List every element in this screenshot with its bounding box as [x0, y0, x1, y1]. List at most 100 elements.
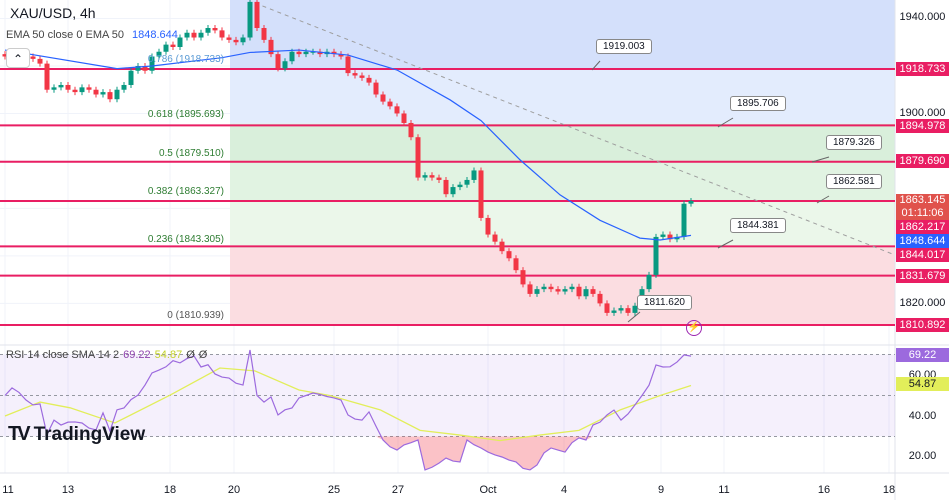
- ema-label: EMA 50 close 0 EMA 50: [6, 29, 125, 41]
- fib-zone: [230, 162, 895, 201]
- candle: [100, 92, 106, 95]
- ema-line: [4, 49, 692, 241]
- candle: [625, 308, 631, 313]
- candle: [177, 37, 183, 48]
- candle: [156, 51, 162, 57]
- rsi-extra-value: Ø: [186, 349, 195, 361]
- candle: [296, 51, 302, 55]
- candle: [226, 37, 232, 40]
- ema-indicator-legend[interactable]: EMA 50 close 0 EMA 50 1848.644: [6, 29, 178, 41]
- price-axis-label: 1894.978: [896, 119, 949, 133]
- price-axis-label: 1918.733: [896, 62, 949, 76]
- rsi-value: 69.22: [123, 349, 151, 361]
- fib-zone: [230, 123, 895, 163]
- time-axis-label: 16: [817, 484, 831, 496]
- candle: [121, 84, 127, 90]
- price-axis-label: 1831.679: [896, 269, 949, 283]
- fib-label-0382: 0.382 (1863.327): [147, 186, 224, 197]
- candle: [345, 56, 351, 74]
- candle: [569, 286, 575, 290]
- time-axis-label: 9: [657, 484, 665, 496]
- rsi-sma-axis-label: 54.87: [896, 377, 949, 391]
- price-callout[interactable]: 1895.706: [730, 96, 786, 111]
- price-axis-label: 1810.892: [896, 318, 949, 332]
- candle: [268, 39, 274, 55]
- time-axis-label: 25: [327, 484, 341, 496]
- candle: [667, 234, 673, 240]
- candle: [128, 70, 134, 85]
- candle: [79, 87, 85, 93]
- candle: [114, 89, 120, 100]
- price-callout[interactable]: 1811.620: [637, 295, 692, 310]
- candle: [590, 289, 596, 294]
- candle: [310, 51, 316, 53]
- candle: [135, 65, 141, 71]
- price-callout[interactable]: 1844.381: [730, 218, 786, 233]
- candle: [72, 89, 78, 93]
- price-callout[interactable]: 1919.003: [596, 39, 652, 54]
- fib-zone: [230, 69, 895, 124]
- time-axis-label: 18: [163, 484, 177, 496]
- candle: [429, 175, 435, 178]
- candle: [261, 28, 267, 40]
- chevron-up-icon[interactable]: ⌃: [6, 48, 30, 68]
- rsi-axis-label: 20.00: [908, 450, 937, 462]
- candle: [184, 32, 190, 38]
- time-axis-label: 4: [560, 484, 568, 496]
- price-callout[interactable]: 1862.581: [826, 174, 882, 189]
- price-axis-label: 1862.217: [896, 220, 949, 234]
- current-price: 1863.145: [899, 194, 946, 206]
- candle: [422, 175, 428, 178]
- callout-leader: [811, 156, 830, 163]
- candle: [464, 179, 470, 185]
- time-axis-label: 13: [61, 484, 75, 496]
- logo-text: TradingView: [33, 423, 146, 445]
- current-price-label: 1863.145 01:11:06: [896, 194, 949, 220]
- time-axis-label: 27: [391, 484, 405, 496]
- callout-leader: [591, 60, 601, 71]
- candle: [576, 286, 582, 297]
- candle: [359, 75, 365, 78]
- candle: [492, 234, 498, 242]
- candle: [240, 37, 246, 43]
- candle: [394, 106, 400, 114]
- candle: [170, 44, 176, 48]
- candle: [513, 258, 519, 271]
- fib-label-0618: 0.618 (1895.693): [147, 109, 224, 120]
- price-callout[interactable]: 1879.326: [826, 135, 882, 150]
- rsi-indicator-legend[interactable]: RSI 14 close SMA 14 2 69.22 54.87 Ø Ø: [6, 349, 207, 361]
- candle: [611, 310, 617, 313]
- candle: [632, 305, 638, 313]
- candle: [653, 236, 659, 275]
- candle: [303, 51, 309, 55]
- candle: [366, 77, 372, 83]
- candle: [289, 51, 295, 62]
- fib-zone: [230, 248, 895, 325]
- candle: [660, 234, 666, 237]
- candle: [555, 289, 561, 292]
- candle: [338, 54, 344, 57]
- candle: [688, 200, 694, 204]
- candle: [107, 92, 113, 100]
- candle: [149, 56, 155, 71]
- price-axis-label: 1900.000: [899, 107, 946, 119]
- candle: [443, 179, 449, 195]
- candle: [247, 1, 253, 38]
- candle: [674, 236, 680, 240]
- candle: [534, 289, 540, 294]
- tradingview-logo[interactable]: TV TradingView: [8, 423, 145, 446]
- candle: [478, 170, 484, 218]
- candle: [646, 274, 652, 290]
- candle: [198, 32, 204, 38]
- callout-leader: [717, 239, 734, 249]
- candle: [548, 286, 554, 290]
- lightning-icon[interactable]: ⚡: [686, 320, 702, 336]
- candle: [485, 217, 491, 235]
- rsi-oversold-fill: [5, 436, 691, 470]
- price-axis-label: 1879.690: [896, 154, 949, 168]
- candle: [618, 308, 624, 311]
- candle: [93, 89, 99, 95]
- candle: [282, 61, 288, 69]
- candle: [471, 170, 477, 180]
